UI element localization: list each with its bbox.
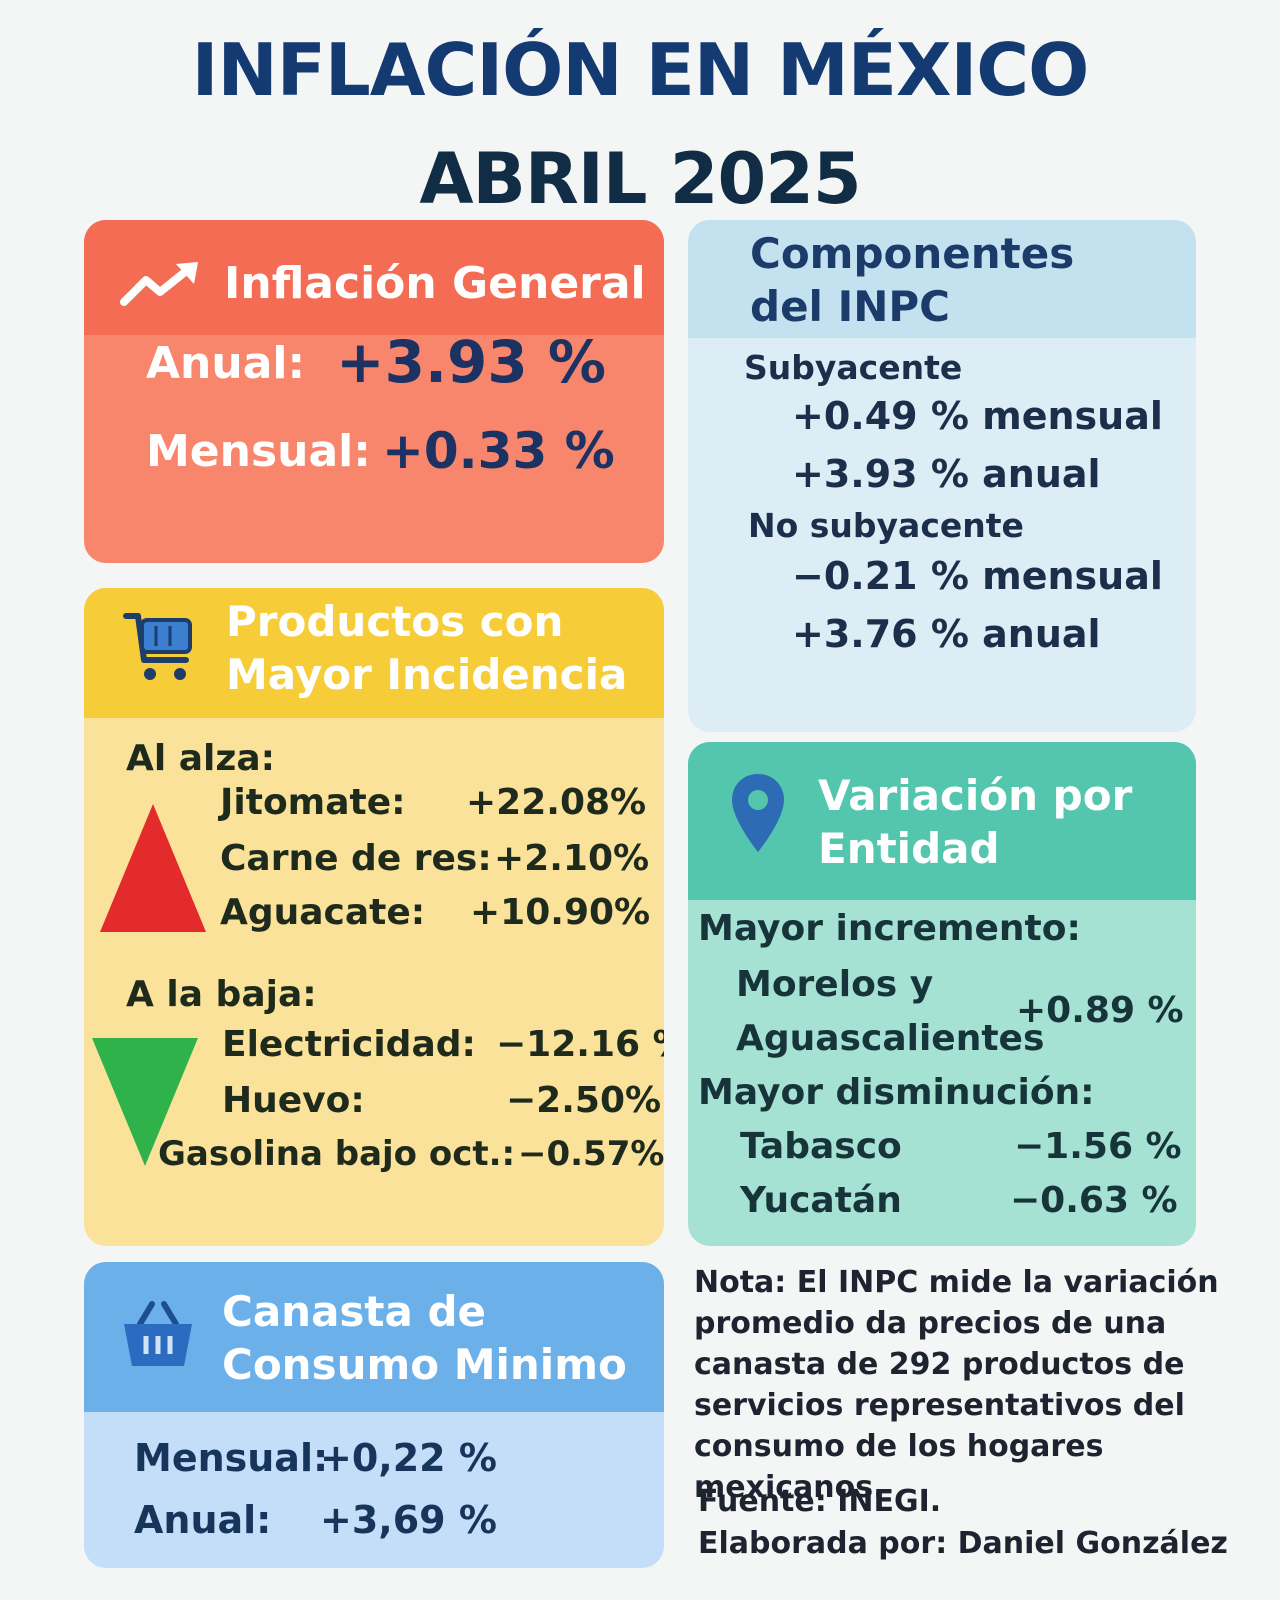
incremento-value: +0.89 % xyxy=(1016,990,1184,1031)
productos-incidencia-card: Productos con Mayor Incidencia Al alza: … xyxy=(84,588,664,1246)
mensual-value: +0,22 % xyxy=(320,1436,497,1480)
shopping-cart-icon xyxy=(123,613,192,680)
anual-label: Anual: xyxy=(146,338,306,389)
card-header: Productos con Mayor Incidencia xyxy=(84,588,664,718)
anual-label: Anual: xyxy=(134,1498,272,1542)
alza-item-name: Aguacate: xyxy=(220,892,426,933)
baja-item-name: Gasolina bajo oct.: xyxy=(158,1134,516,1174)
card-title-line2: Consumo Minimo xyxy=(222,1339,627,1389)
trend-up-icon xyxy=(120,262,198,306)
card-header: Inflación General xyxy=(84,220,664,335)
mensual-value: +0.33 % xyxy=(382,422,615,480)
disminucion-item-value: −0.63 % xyxy=(1010,1180,1178,1221)
baja-item-value: −0.57% xyxy=(518,1134,664,1174)
alza-item-name: Carne de res: xyxy=(220,838,492,879)
baja-item-name: Huevo: xyxy=(222,1080,365,1121)
disminucion-item-name: Yucatán xyxy=(740,1180,902,1221)
subyacente-label: Subyacente xyxy=(744,348,963,387)
card-title: Componentes del INPC xyxy=(750,228,1074,333)
componentes-inpc-card: Componentes del INPC Subyacente +0.49 % … xyxy=(688,220,1196,732)
alza-item-name: Jitomate: xyxy=(220,782,406,823)
map-pin-icon xyxy=(732,774,784,852)
mensual-label: Mensual: xyxy=(146,426,371,477)
page-title: INFLACIÓN EN MÉXICO xyxy=(191,28,1090,112)
alza-item-value: +2.10% xyxy=(494,838,650,879)
no-subyacente-label: No subyacente xyxy=(748,506,1024,545)
arrow-up-icon xyxy=(100,804,206,932)
incremento-name-line2: Aguascalientes xyxy=(736,1018,1045,1059)
baja-item-name: Electricidad: xyxy=(222,1024,476,1065)
card-title: Inflación General xyxy=(224,258,646,309)
disminucion-item-value: −1.56 % xyxy=(1014,1126,1182,1167)
card-title-line2: Mayor Incidencia xyxy=(226,649,628,699)
page-subtitle: ABRIL 2025 xyxy=(419,138,861,220)
card-header: Canasta de Consumo Minimo xyxy=(84,1262,664,1412)
incremento-label: Mayor incremento: xyxy=(698,908,1081,949)
subyacente-anual: +3.93 % anual xyxy=(792,452,1101,496)
alza-label: Al alza: xyxy=(126,738,276,779)
card-title-line1: Productos con xyxy=(226,597,564,646)
inflacion-general-card: Inflación General Anual: +3.93 % Mensual… xyxy=(84,220,664,563)
no-subyacente-mensual: −0.21 % mensual xyxy=(792,554,1163,598)
incremento-name-line1: Morelos y xyxy=(736,964,934,1005)
baja-item-value: −12.16 % xyxy=(496,1024,664,1065)
card-header: Variación por Entidad xyxy=(688,742,1196,900)
disminucion-item-name: Tabasco xyxy=(740,1126,902,1167)
card-title: Productos con Mayor Incidencia xyxy=(226,596,627,701)
anual-value: +3.93 % xyxy=(336,328,607,396)
anual-value: +3,69 % xyxy=(320,1498,497,1542)
mensual-label: Mensual: xyxy=(134,1436,329,1480)
no-subyacente-anual: +3.76 % anual xyxy=(792,612,1101,656)
card-title: Variación por Entidad xyxy=(818,770,1132,875)
baja-item-value: −2.50% xyxy=(506,1080,662,1121)
card-title-line1: Componentes xyxy=(750,229,1075,278)
arrow-down-icon xyxy=(92,1038,198,1166)
card-title-line2: del INPC xyxy=(750,281,950,331)
variacion-entidad-card: Variación por Entidad Mayor incremento: … xyxy=(688,742,1196,1246)
alza-item-value: +10.90% xyxy=(470,892,651,933)
subyacente-mensual: +0.49 % mensual xyxy=(792,394,1163,438)
baja-label: A la baja: xyxy=(126,974,317,1015)
canasta-consumo-card: Canasta de Consumo Minimo Mensual: +0,22… xyxy=(84,1262,664,1568)
card-title-line2: Entidad xyxy=(818,823,1000,873)
card-title-line1: Canasta de xyxy=(222,1287,486,1336)
source-text: Fuente: INEGI. xyxy=(698,1484,942,1519)
card-title-line1: Variación por xyxy=(818,771,1133,820)
note-text: Nota: El INPC mide la variación promedio… xyxy=(694,1265,1219,1505)
card-header: Componentes del INPC xyxy=(688,220,1196,338)
basket-icon xyxy=(124,1301,192,1366)
disminucion-label: Mayor disminución: xyxy=(698,1072,1095,1113)
alza-item-value: +22.08% xyxy=(466,782,647,823)
author-text: Elaborada por: Daniel González xyxy=(698,1526,1228,1561)
card-title: Canasta de Consumo Minimo xyxy=(222,1286,627,1391)
